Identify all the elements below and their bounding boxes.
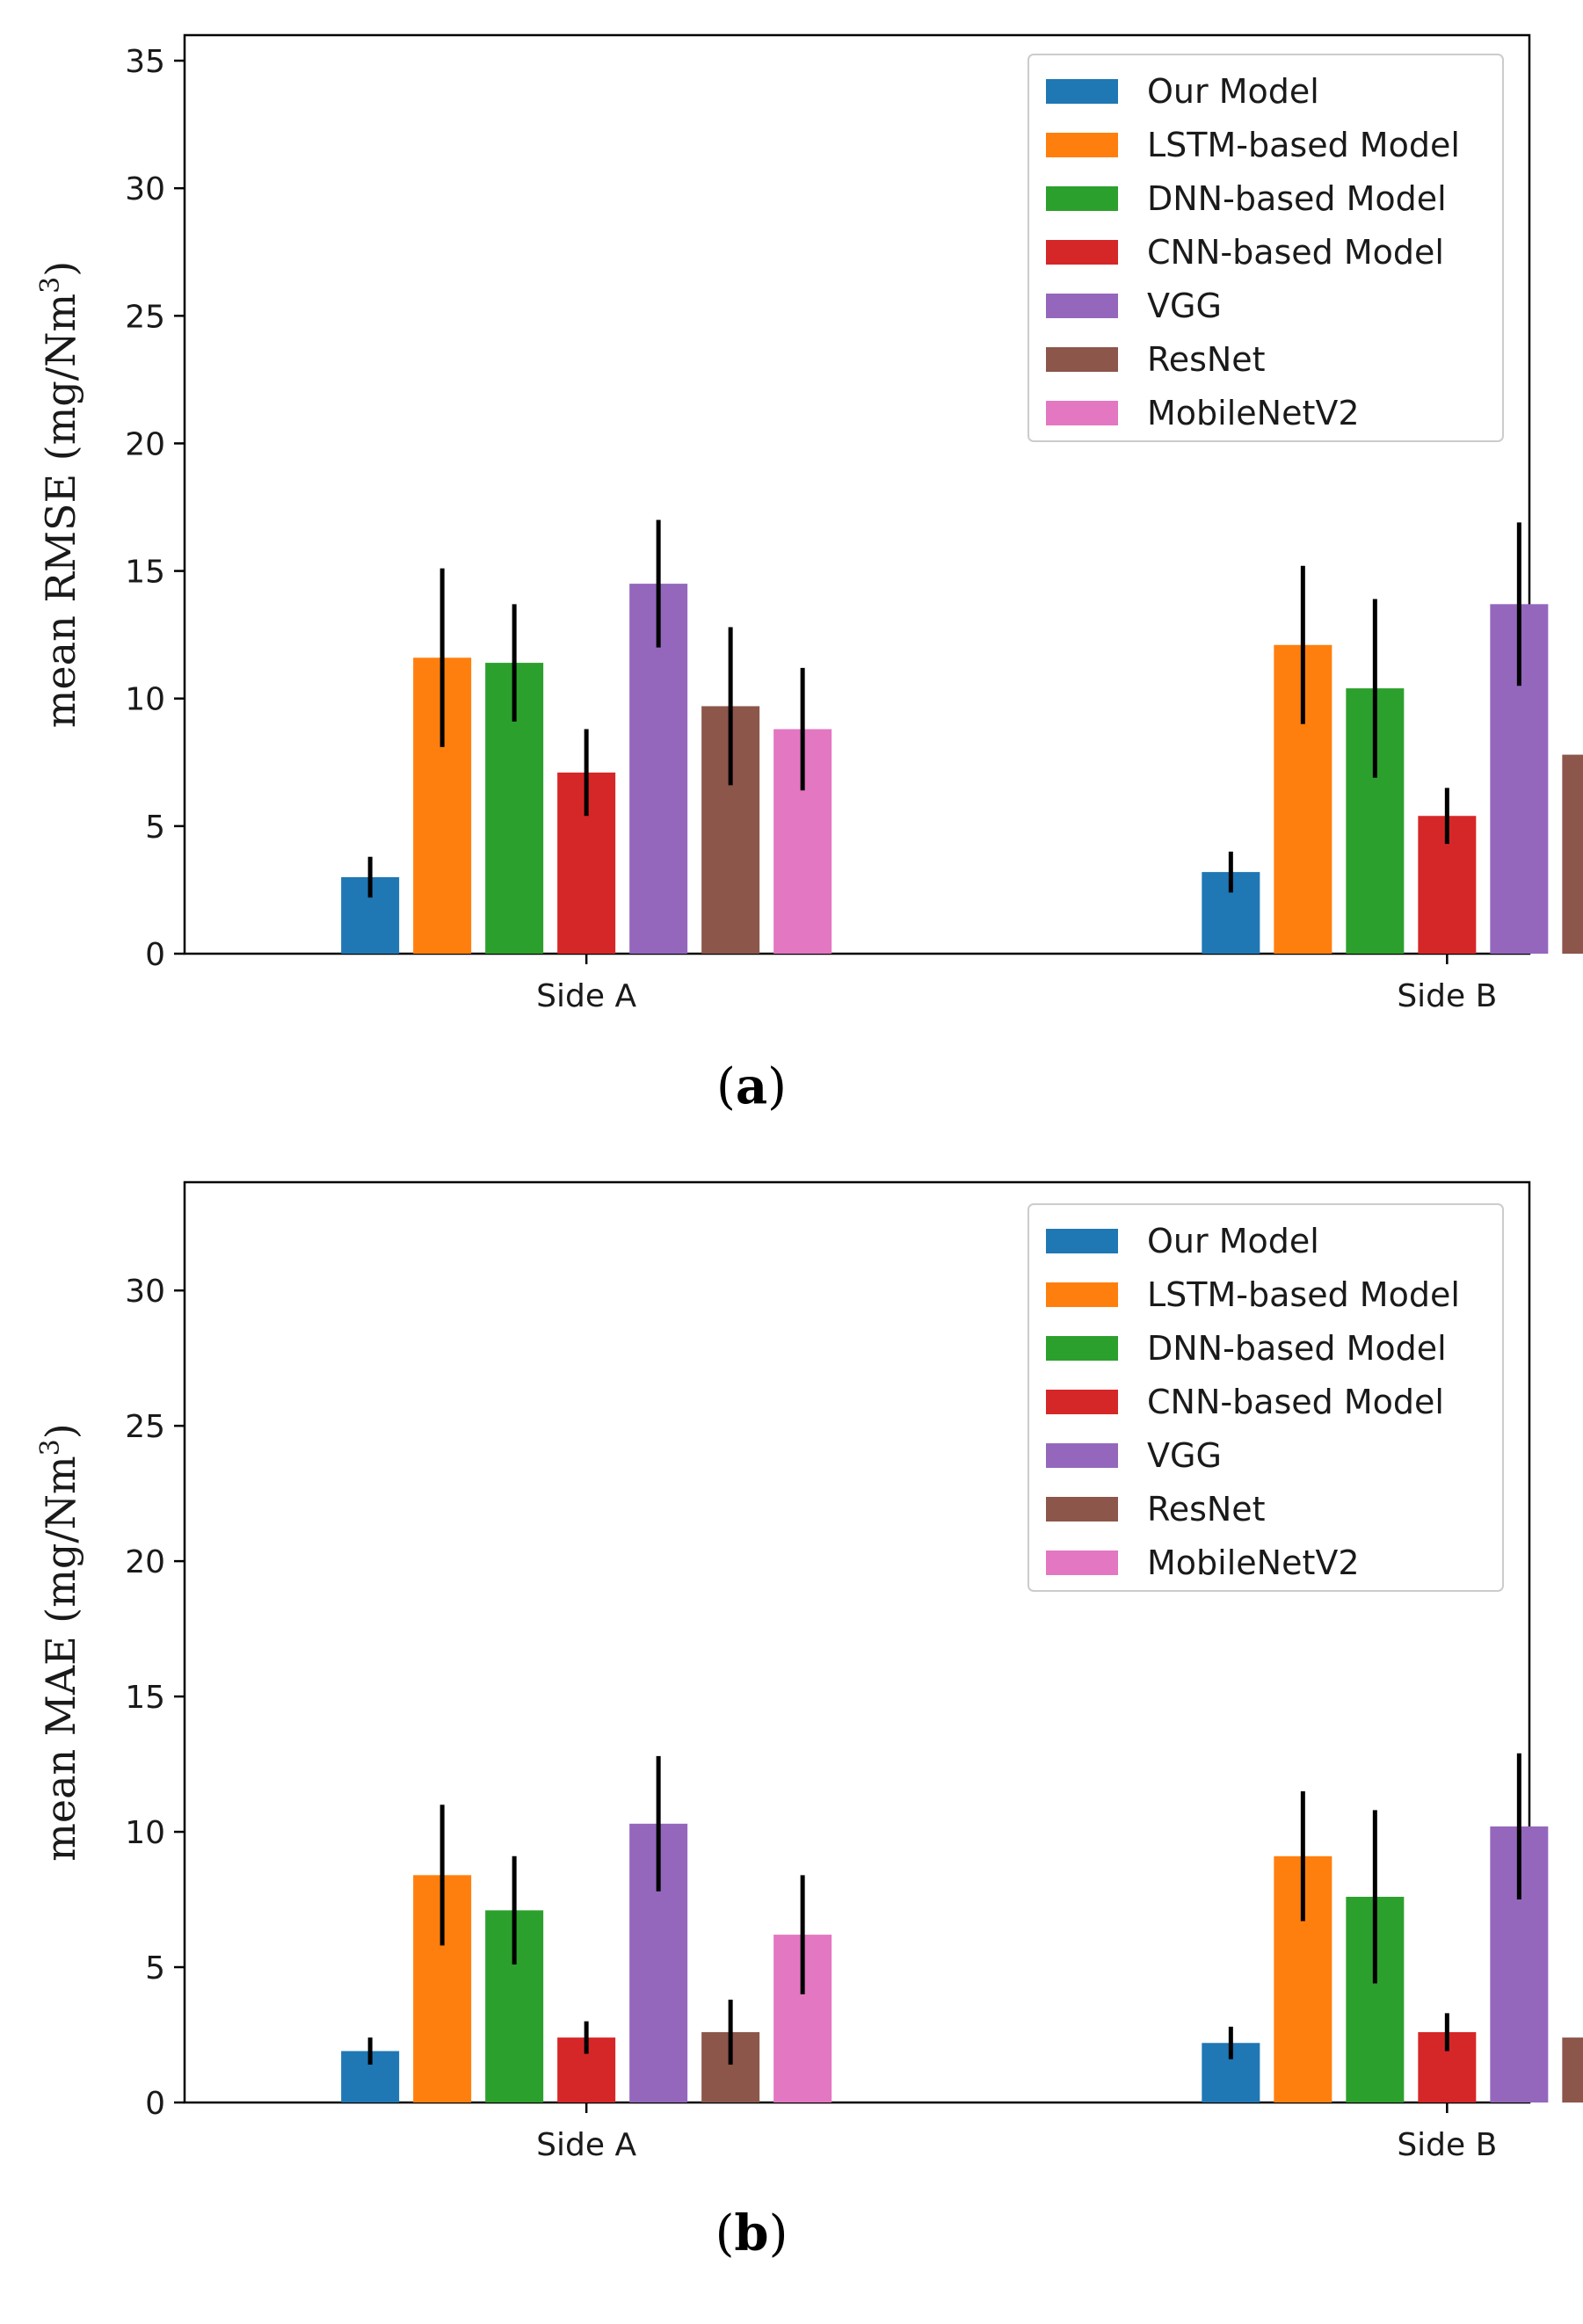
y-axis-label: mean MAE (mg/Nm3) (35, 1423, 84, 1861)
plot-frame (183, 33, 1531, 955)
y-tick-label: 20 (125, 426, 165, 462)
y-tick-label: 15 (125, 1680, 165, 1716)
legend-label: Our Model (1147, 72, 1319, 111)
legend-label: DNN-based Model (1147, 179, 1447, 218)
x-tick-label: Side A (536, 2127, 636, 2163)
legend-box (1027, 54, 1504, 442)
y-tick-label: 20 (125, 1544, 165, 1580)
legend-label: VGG (1147, 287, 1222, 325)
legend-swatch (1046, 1497, 1118, 1521)
y-tick-label: 10 (125, 1815, 165, 1851)
legend-swatch (1046, 401, 1118, 425)
y-tick-label: 35 (125, 44, 165, 80)
y-axis-label: mean RMSE (mg/Nm3) (35, 261, 84, 728)
legend-label: LSTM-based Model (1147, 1275, 1460, 1314)
panel-caption: (b) (715, 2204, 788, 2262)
legend-swatch (1046, 1390, 1118, 1414)
y-tick-label: 5 (145, 1950, 165, 1986)
y-tick-label: 15 (125, 555, 165, 591)
y-tick-label: 30 (125, 171, 165, 207)
y-tick-label: 25 (125, 1409, 165, 1445)
y-tick-label: 10 (125, 682, 165, 718)
plot-frame (183, 1180, 1531, 2104)
y-tick-label: 0 (145, 937, 165, 973)
legend-swatch (1046, 240, 1118, 265)
legend-swatch (1046, 186, 1118, 211)
legend-label: CNN-based Model (1147, 233, 1444, 272)
legend-swatch (1046, 1229, 1118, 1253)
legend-label: VGG (1147, 1436, 1222, 1475)
y-tick-label: 25 (125, 299, 165, 335)
y-tick-label: 5 (145, 810, 165, 846)
y-tick-label: 0 (145, 2086, 165, 2122)
legend-swatch (1046, 1282, 1118, 1307)
panel-caption: (a) (716, 1057, 787, 1115)
legend-swatch (1046, 1551, 1118, 1575)
legend-label: ResNet (1147, 1490, 1266, 1529)
legend-label: MobileNetV2 (1147, 1543, 1360, 1582)
legend-swatch (1046, 79, 1118, 104)
legend-swatch (1046, 1443, 1118, 1468)
y-tick-label: 30 (125, 1274, 165, 1310)
bar (1562, 2037, 1583, 2102)
legend-label: DNN-based Model (1147, 1329, 1447, 1368)
chart-panel-a: 0 5 10 15 20 25 30 35 mean RMSE (mg/Nm3) Side A Si… (35, 33, 1583, 1115)
legend-label: CNN-based Model (1147, 1383, 1444, 1421)
x-tick-label: Side B (1397, 978, 1497, 1014)
x-tick-label: Side B (1397, 2127, 1497, 2163)
legend-label: LSTM-based Model (1147, 126, 1460, 164)
legend-label: MobileNetV2 (1147, 394, 1360, 432)
legend-swatch (1046, 1336, 1118, 1361)
legend-label: ResNet (1147, 340, 1266, 379)
legend-swatch (1046, 347, 1118, 372)
legend-label: Our Model (1147, 1222, 1319, 1260)
chart-panel-b: 0 5 10 15 20 25 30 mean MAE (mg/Nm3) Side A Side … (35, 1180, 1583, 2262)
x-tick-label: Side A (536, 978, 636, 1014)
legend-box (1027, 1203, 1504, 1592)
legend-swatch (1046, 294, 1118, 318)
bar (1562, 754, 1583, 954)
legend-swatch (1046, 133, 1118, 157)
